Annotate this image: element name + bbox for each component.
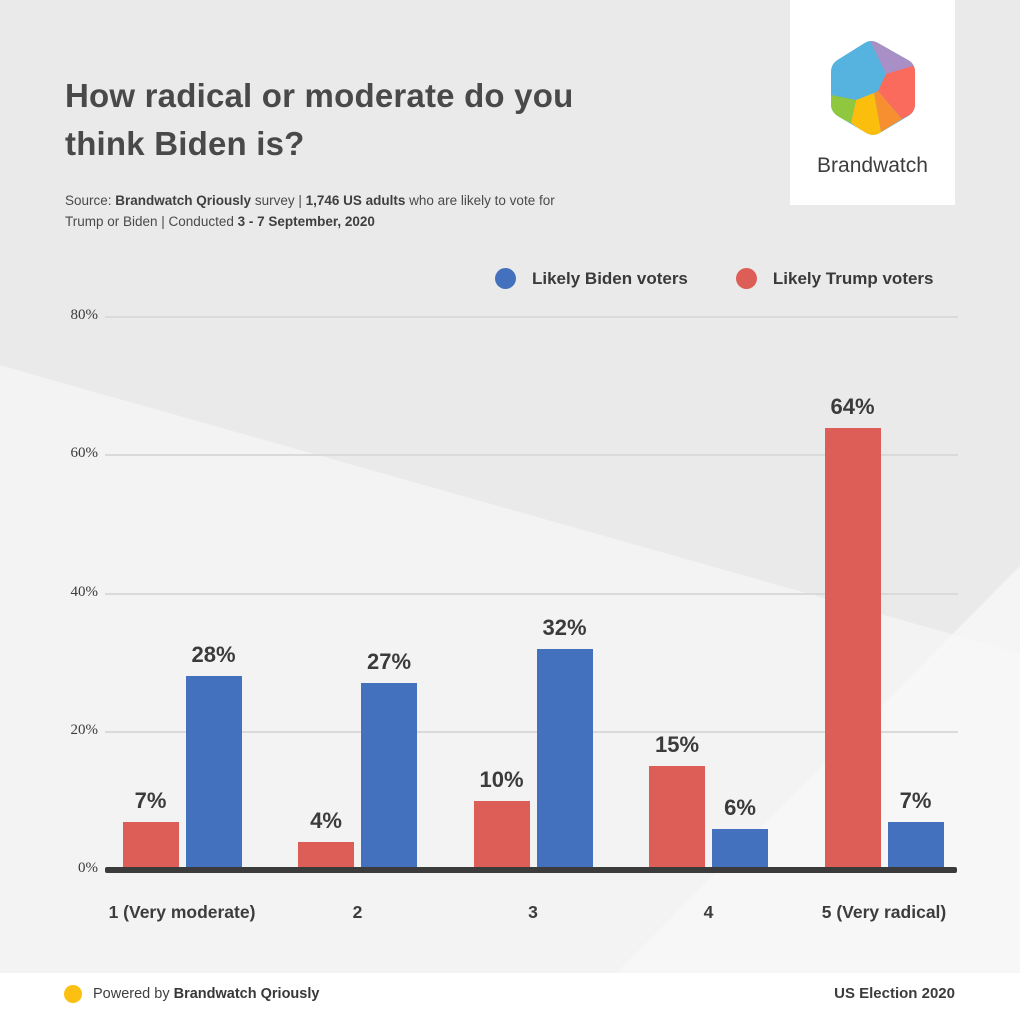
bar — [361, 683, 417, 870]
legend-item: Likely Trump voters — [735, 268, 934, 289]
x-axis-category-label: 1 (Very moderate) — [108, 902, 256, 922]
y-axis-tick-label: 0% — [78, 860, 98, 876]
footer-bar: Powered by Brandwatch Qriously US Electi… — [0, 973, 1020, 1029]
bar-value-label: 10% — [479, 766, 524, 792]
bar-value-label: 4% — [310, 808, 342, 834]
y-axis-tick-label: 40% — [70, 583, 99, 600]
x-axis-category-label: 2 — [352, 902, 363, 922]
y-axis-tick-label: 20% — [70, 721, 99, 738]
bar-value-label: 7% — [134, 787, 167, 813]
legend-swatch-icon — [735, 268, 757, 289]
brandwatch-wordmark: Brandwatch — [817, 154, 928, 177]
bar-value-label: 32% — [542, 614, 587, 640]
legend-label: Likely Trump voters — [772, 268, 934, 288]
brandwatch-hexagon-icon — [830, 41, 915, 135]
gridline — [105, 730, 958, 733]
gridline — [105, 316, 958, 318]
legend-label: Likely Biden voters — [532, 268, 688, 288]
bar — [298, 842, 354, 870]
x-axis-category-label: 5 (Very radical) — [821, 902, 947, 922]
gridline — [105, 592, 958, 595]
x-axis-category-label: 3 — [528, 902, 538, 922]
y-axis-tick-label: 60% — [70, 445, 99, 462]
powered-by-text: Powered by Brandwatch Qriously — [93, 986, 320, 1002]
bar-value-label: 27% — [366, 649, 412, 675]
bar — [185, 676, 242, 870]
legend-swatch-icon — [495, 268, 516, 289]
bar — [712, 828, 768, 870]
bar — [887, 821, 944, 870]
gridline — [105, 454, 958, 457]
chart-legend: Likely Biden voters Likely Trump voters — [495, 268, 934, 289]
bar — [536, 648, 593, 870]
legend-item: Likely Biden voters — [495, 268, 688, 289]
y-axis-tick-label: 80% — [70, 307, 99, 323]
bar-value-label: 15% — [654, 732, 700, 758]
bar — [122, 821, 179, 870]
bar — [473, 800, 530, 870]
x-axis-line — [105, 867, 957, 873]
qriously-dot-icon — [64, 985, 82, 1003]
x-axis-category-label: 4 — [703, 902, 714, 922]
bar-value-label: 28% — [191, 642, 236, 668]
bar-value-label: 64% — [830, 393, 875, 419]
footer-campaign-label: US Election 2020 — [834, 985, 955, 1002]
page-title: How radical or moderate do you think Bid… — [65, 77, 574, 162]
bar-value-label: 6% — [724, 794, 756, 820]
brandwatch-logo-card: Brandwatch — [790, 0, 955, 205]
bar-value-label: 7% — [899, 787, 932, 813]
source-text: Source: Brandwatch Qriously survey | 1,7… — [65, 193, 555, 229]
